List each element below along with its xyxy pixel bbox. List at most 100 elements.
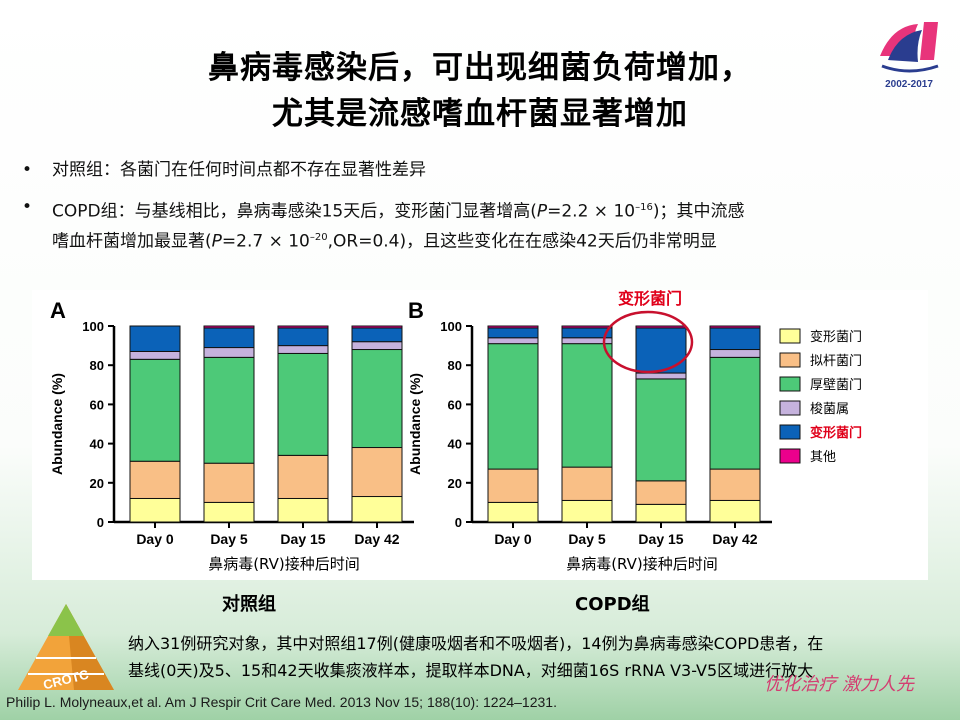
bar-segment xyxy=(635,480,687,505)
p-symbol: P xyxy=(536,201,548,222)
bar-segment xyxy=(277,352,329,456)
bar-segment xyxy=(277,325,329,329)
page-title-line-1: 鼻病毒感染后，可出现细菌负荷增加， xyxy=(208,50,752,86)
bar-segment xyxy=(277,345,329,354)
p-value: =2.2 × 10 xyxy=(547,201,636,222)
crotc-logo-years: 2002-2017 xyxy=(885,79,933,90)
x-tick-label: Day 42 xyxy=(354,531,399,547)
bar-segment xyxy=(487,325,539,329)
bar-segment xyxy=(709,468,761,501)
bar-segment xyxy=(351,325,403,329)
highlight-label: 变形菌门 xyxy=(618,290,682,308)
crotc-logo-icon xyxy=(880,22,939,73)
bar-segment xyxy=(129,460,181,499)
bar-segment xyxy=(351,349,403,449)
bar-segment xyxy=(561,466,613,501)
bullet-copd: • COPD组：与基线相比，鼻病毒感染15天后，变形菌门显著增高(P=2.2 ×… xyxy=(22,195,922,254)
bar-segment xyxy=(203,462,255,503)
bar-segment xyxy=(709,356,761,470)
legend-label: 变形菌门 xyxy=(810,329,862,345)
bar-segment xyxy=(351,327,403,343)
slogan-watermark: 优化治疗 激力人先 xyxy=(764,674,914,695)
x-tick-label: Day 15 xyxy=(280,531,325,547)
highlight-circle xyxy=(602,310,694,374)
bar-segment xyxy=(709,349,761,358)
bar-segment xyxy=(561,499,613,523)
x-tick-label: Day 0 xyxy=(136,531,174,547)
y-axis-label: Abundance (%) xyxy=(407,373,423,475)
bullet-text-part: )；其中流感 xyxy=(652,201,745,222)
x-tick-label: Day 42 xyxy=(712,531,757,547)
bar-segment xyxy=(561,325,613,329)
bar-segment xyxy=(561,343,613,468)
bullet-marker: • xyxy=(22,160,33,180)
bar-segment xyxy=(351,496,403,523)
y-tick-label: 80 xyxy=(90,358,104,373)
y-tick-label: 20 xyxy=(448,476,462,491)
caption-copd: COPD组 xyxy=(575,594,650,615)
y-axis-label: Abundance (%) xyxy=(49,373,65,475)
bar-segment xyxy=(277,327,329,347)
page-title-line-2: 尤其是流感嗜血杆菌显著增加 xyxy=(272,96,688,132)
study-note: 纳入31例研究对象，其中对照组17例(健康吸烟者和不吸烟者)，14例为鼻病毒感染… xyxy=(128,630,938,684)
y-tick-label: 40 xyxy=(448,437,462,452)
crotc-logo: 2002-2017 xyxy=(872,16,946,90)
y-tick-label: 60 xyxy=(448,397,462,412)
legend-swatch xyxy=(779,352,801,368)
bar-segment xyxy=(277,454,329,499)
legend-label: 拟杆菌门 xyxy=(810,354,862,369)
bullet-list: • 对照组：各菌门在任何时间点都不存在显著性差异 • COPD组：与基线相比，鼻… xyxy=(22,158,922,266)
crotc-pyramid-logo: CROTC xyxy=(18,604,114,692)
bar-segment xyxy=(487,337,539,345)
bar-segment xyxy=(129,358,181,462)
legend-label: 变形菌门 xyxy=(810,425,862,441)
x-axis-label: 鼻病毒(RV)接种后时间 xyxy=(208,555,360,573)
p-exponent: –20 xyxy=(309,231,328,243)
legend-swatch xyxy=(779,328,801,344)
legend-swatch xyxy=(779,400,801,416)
bar-segment xyxy=(203,356,255,464)
bullet-marker: • xyxy=(22,197,33,217)
bar-segment xyxy=(129,497,181,523)
citation: Philip L. Molyneaux,et al. Am J Respir C… xyxy=(6,694,557,710)
bar-segment xyxy=(129,325,181,352)
x-tick-label: Day 5 xyxy=(568,531,606,547)
bar-segment xyxy=(203,501,255,523)
chart-panel: 变形菌门 A 0 20 40 60 80 100 Abundance (%) Day 0 Day … xyxy=(32,289,928,580)
p-symbol: P xyxy=(211,231,222,252)
legend-label: 梭菌属 xyxy=(810,401,849,417)
p-value: =2.7 × 10 xyxy=(221,231,310,252)
bullet-text-part: 嗜血杆菌增加最显著( xyxy=(52,231,212,252)
bar-segment xyxy=(635,378,687,482)
y-tick-label: 100 xyxy=(82,319,104,334)
y-tick-label: 40 xyxy=(90,437,104,452)
x-tick-label: Day 0 xyxy=(494,531,532,547)
bar-segment xyxy=(277,497,329,523)
legend-swatch xyxy=(779,448,801,464)
legend-label: 厚壁菌门 xyxy=(810,378,862,393)
bar-segment xyxy=(635,327,687,374)
bar-segment xyxy=(635,372,687,380)
abundance-charts: 变形菌门 A 0 20 40 60 80 100 Abundance (%) Day 0 Day … xyxy=(49,289,862,573)
y-tick-label: 0 xyxy=(455,515,462,530)
bar-segment xyxy=(709,327,761,351)
y-tick-label: 60 xyxy=(90,397,104,412)
study-note-line-1: 纳入31例研究对象，其中对照组17例(健康吸烟者和不吸烟者)，14例为鼻病毒感染… xyxy=(128,634,824,653)
bar-segment xyxy=(351,447,403,498)
panel-letter-B: B xyxy=(408,298,424,323)
bar-segment xyxy=(635,325,687,329)
bar-segment xyxy=(635,503,687,523)
y-tick-label: 100 xyxy=(440,319,462,334)
bar-segment xyxy=(203,327,255,349)
bar-segment xyxy=(351,341,403,351)
bar-segment xyxy=(203,347,255,358)
bullet-text-part: ,OR=0.4)，且这些变化在在感染42天后仍非常明显 xyxy=(327,231,717,252)
x-tick-label: Day 5 xyxy=(210,531,248,547)
bar-segment xyxy=(487,468,539,503)
bullet-text-part: COPD组：与基线相比，鼻病毒感染15天后，变形菌门显著增高( xyxy=(52,201,537,222)
legend-swatch xyxy=(779,424,801,440)
bar-segment xyxy=(487,343,539,470)
bar-segment xyxy=(709,499,761,523)
bar-segment xyxy=(487,327,539,339)
bullet-control: • 对照组：各菌门在任何时间点都不存在显著性差异 xyxy=(22,158,922,183)
